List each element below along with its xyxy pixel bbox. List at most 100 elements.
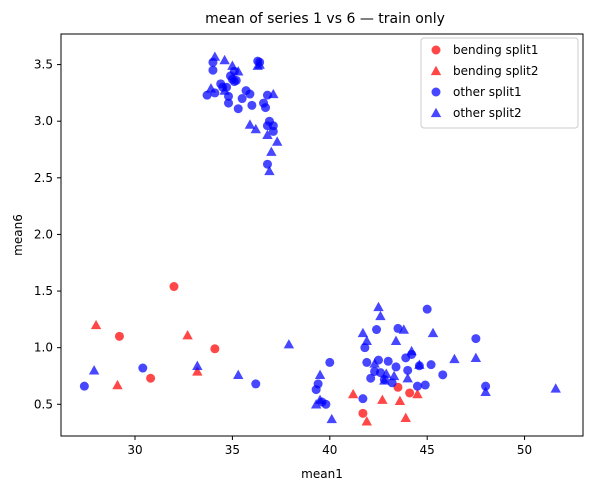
data-point [262, 129, 273, 139]
plot-marks [79, 51, 561, 426]
legend-item: other split2 [430, 106, 522, 120]
x-axis-ticks: 30 35 40 45 50 [127, 436, 532, 457]
data-point [205, 83, 217, 93]
data-point [219, 85, 230, 95]
data-point [405, 388, 415, 398]
series-bending-split2 [90, 319, 423, 426]
data-point [406, 345, 417, 356]
legend-item: bending split2 [430, 64, 538, 78]
data-point [233, 66, 244, 76]
data-point [169, 282, 179, 292]
x-tick-label: 50 [517, 443, 532, 457]
data-point [387, 378, 397, 388]
data-point [250, 123, 261, 134]
data-point [268, 126, 278, 136]
legend-label: other split2 [453, 106, 522, 120]
data-point [398, 324, 410, 334]
y-axis-ticks: 0.5 1.0 1.5 2.0 2.5 3.0 3.5 [34, 58, 61, 411]
data-point [422, 304, 432, 314]
data-point [325, 357, 335, 367]
data-point [138, 363, 148, 373]
legend-label: bending split1 [453, 43, 538, 57]
data-point [390, 335, 402, 346]
y-tick-label: 3.5 [34, 58, 53, 72]
data-point [261, 103, 271, 113]
data-point [480, 386, 491, 396]
data-point [262, 159, 272, 169]
data-point [426, 360, 436, 370]
y-tick-label: 1.5 [34, 284, 53, 298]
data-point [403, 365, 413, 375]
y-tick-label: 0.5 [34, 397, 53, 411]
data-point [358, 408, 368, 418]
data-point [393, 323, 403, 333]
data-point [414, 359, 425, 369]
data-point [373, 301, 384, 312]
data-point [283, 339, 295, 349]
data-point [361, 416, 372, 426]
data-point [326, 413, 337, 424]
data-point [391, 362, 401, 372]
data-point [192, 366, 203, 376]
data-point [358, 394, 368, 404]
data-point [272, 136, 283, 146]
x-tick-label: 40 [322, 443, 337, 457]
plot-frame [60, 33, 584, 437]
data-point [372, 325, 382, 335]
y-tick-label: 3.0 [34, 114, 53, 128]
data-point [146, 373, 156, 383]
data-point [311, 385, 321, 395]
data-point [233, 369, 244, 380]
data-point [449, 353, 460, 364]
data-point [264, 165, 275, 176]
data-point [366, 373, 376, 383]
data-point [208, 65, 218, 75]
chart-title: mean of series 1 vs 6 — train only [205, 11, 445, 27]
data-point [379, 375, 390, 385]
data-point [361, 335, 372, 346]
data-point [229, 77, 239, 87]
data-point [314, 369, 326, 380]
triangle-marker-icon [430, 107, 442, 118]
data-point [88, 365, 100, 375]
data-point [266, 146, 277, 156]
data-point [90, 319, 102, 330]
data-point [400, 412, 411, 423]
data-point [347, 388, 359, 399]
data-point [360, 343, 370, 353]
legend-label: other split1 [453, 85, 522, 99]
series-other-split1 [79, 56, 491, 409]
x-tick-label: 45 [420, 443, 435, 457]
data-point [381, 368, 392, 378]
data-point [210, 344, 220, 354]
data-point [438, 370, 448, 380]
data-point [412, 388, 423, 399]
legend-item: other split1 [431, 85, 522, 99]
legend-label: bending split2 [453, 64, 538, 78]
data-point [471, 334, 481, 344]
data-point [237, 94, 247, 104]
data-point [202, 90, 212, 100]
data-point [268, 88, 279, 99]
data-point [192, 360, 203, 370]
y-tick-label: 2.5 [34, 171, 53, 185]
data-point [383, 356, 393, 366]
data-point [357, 327, 369, 338]
data-point [254, 59, 265, 69]
data-point [394, 395, 406, 406]
data-point [219, 54, 230, 65]
data-point [251, 379, 261, 389]
data-point [247, 100, 257, 110]
data-point [224, 98, 234, 108]
data-point [79, 381, 89, 391]
data-point [233, 104, 243, 114]
data-point [402, 373, 413, 383]
data-point [209, 51, 221, 61]
data-point [112, 379, 123, 390]
y-axis-label: mean6 [11, 214, 25, 256]
data-point [182, 330, 193, 340]
data-point [412, 381, 422, 391]
data-point [550, 383, 561, 393]
data-point [262, 121, 272, 131]
